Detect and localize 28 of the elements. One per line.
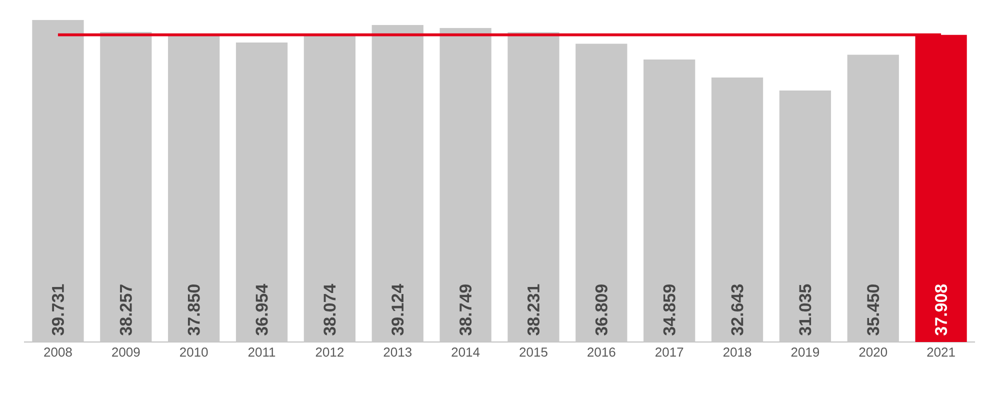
- data-label: 38.074: [324, 284, 336, 336]
- x-tick-label: 2015: [520, 348, 548, 357]
- data-label: 35.450: [867, 284, 880, 336]
- data-label: 37.850: [188, 284, 200, 336]
- x-tick-label: 2014: [452, 348, 480, 357]
- x-tick-label: 2018: [723, 348, 752, 357]
- x-tick-label: 2013: [384, 348, 412, 357]
- data-label: 36.954: [256, 284, 268, 336]
- data-label: 37.908: [935, 284, 948, 336]
- data-label: 32.643: [731, 284, 744, 336]
- data-label: 38.257: [120, 284, 132, 336]
- x-tick-label: 2010: [180, 348, 208, 357]
- x-tick-label: 2009: [112, 348, 140, 357]
- x-tick-label: 2020: [859, 348, 888, 357]
- data-label: 34.859: [663, 284, 676, 336]
- x-tick-label: 2008: [44, 348, 72, 357]
- data-label: 38.749: [460, 284, 472, 336]
- x-tick-label: 2021: [927, 348, 955, 357]
- x-tick-label: 2017: [656, 348, 684, 357]
- data-label: 36.809: [595, 284, 608, 336]
- data-label: 38.231: [527, 284, 540, 336]
- x-tick-label: 2011: [248, 348, 276, 357]
- data-label: 39.731: [52, 284, 64, 336]
- data-label: 39.124: [392, 284, 404, 336]
- x-tick-label: 2012: [316, 348, 344, 357]
- x-tick-label: 2016: [588, 348, 616, 357]
- x-tick-label: 2019: [791, 348, 820, 357]
- data-label: 31.035: [799, 284, 812, 336]
